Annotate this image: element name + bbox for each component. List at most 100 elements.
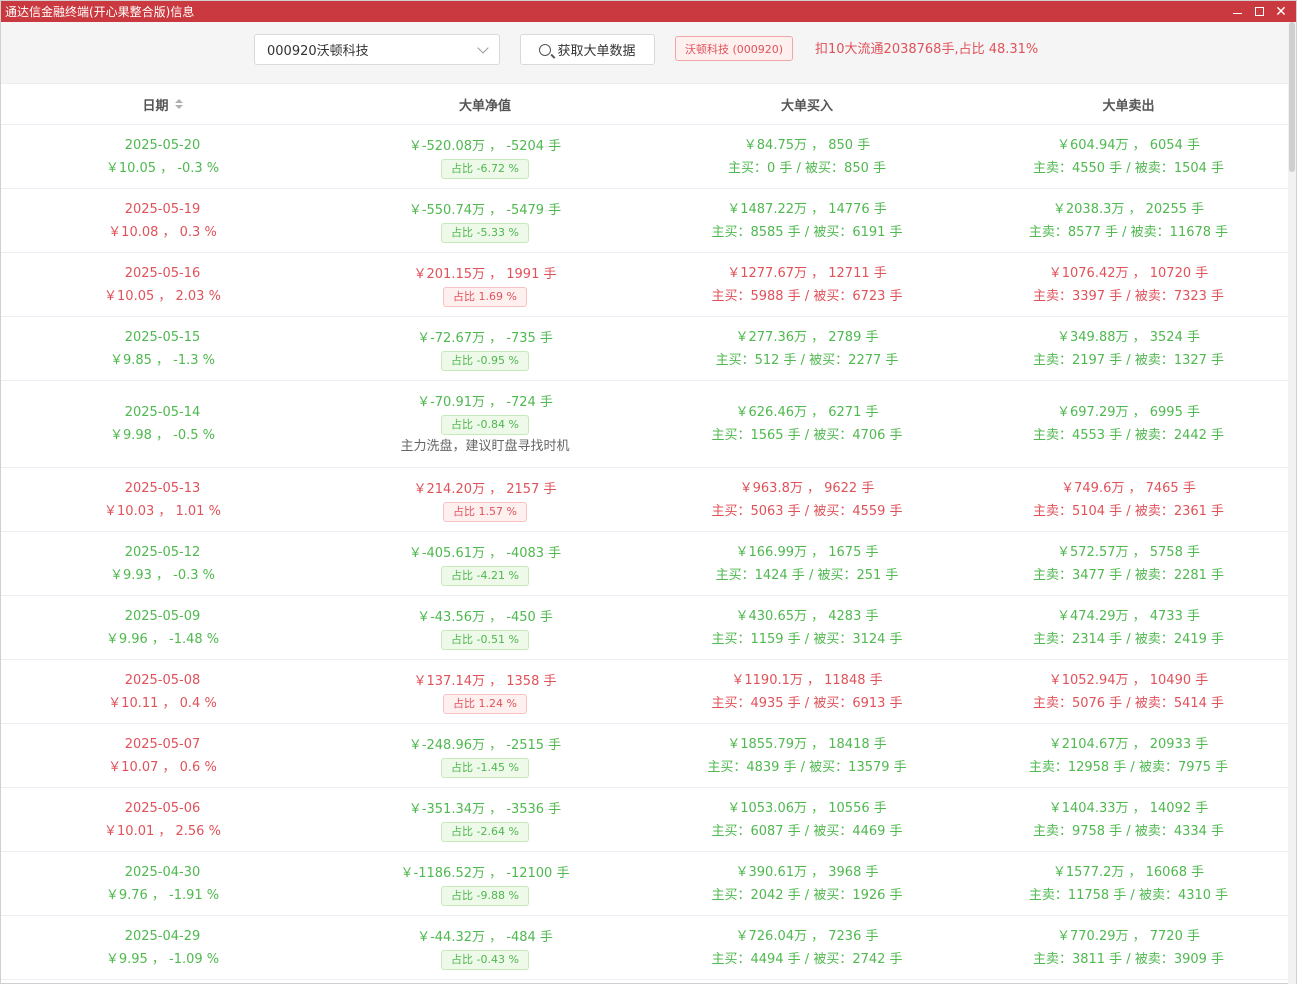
sell-breakdown: 主卖：5104 手 / 被卖：2361 手 — [1032, 503, 1225, 519]
sell-breakdown: 主卖：12958 手 / 被卖：7975 手 — [1028, 759, 1229, 775]
fetch-data-label: 获取大单数据 — [557, 44, 636, 59]
buy-amount: ￥1277.67万 ， 12711 手 — [727, 265, 887, 281]
table-row[interactable]: 2025-05-08 ￥10.11 ， 0.4 % ￥137.14万 ， 135… — [1, 660, 1289, 724]
stock-select[interactable]: 000920沃顿科技 — [254, 34, 500, 65]
sell-breakdown: 主卖：3811 手 / 被卖：3909 手 — [1032, 951, 1225, 967]
title-bar: 通达信金融终端(开心果整合版)信息 ✕ — [1, 1, 1296, 22]
sell-breakdown: 主卖：9758 手 / 被卖：4334 手 — [1032, 823, 1225, 839]
minimize-icon — [1232, 13, 1242, 14]
toolbar: 000920沃顿科技 获取大单数据 沃顿科技 (000920) 扣10大流通20… — [1, 22, 1296, 84]
sell-amount: ￥604.94万 ， 6054 手 — [1057, 137, 1200, 153]
buy-cell: ￥390.61万 ， 3968 手 主买：2042 手 / 被买：1926 手 — [646, 852, 968, 915]
net-amount: ￥201.15万 ， 1991 手 — [413, 266, 557, 282]
date-cell: 2025-04-29 ￥9.95 ， -1.09 % — [1, 916, 324, 979]
table-row[interactable]: 2025-04-29 ￥9.95 ， -1.09 % ￥-44.32万 ， -4… — [1, 916, 1289, 980]
net-cell: ￥137.14万 ， 1358 手 占比 1.24 % — [324, 660, 646, 723]
maximize-icon — [1254, 7, 1264, 16]
date-cell: 2025-05-09 ￥9.96 ， -1.48 % — [1, 596, 324, 659]
search-icon — [539, 43, 552, 56]
net-ratio-badge: 占比 -9.88 % — [441, 885, 529, 906]
row-price-change: ￥10.11 ， 0.4 % — [108, 695, 217, 711]
date-cell: 2025-05-14 ￥9.98 ， -0.5 % — [1, 381, 324, 467]
table-row[interactable]: 2025-05-20 ￥10.05 ， -0.3 % ￥-520.08万 ， -… — [1, 125, 1289, 189]
table-row[interactable]: 2025-05-15 ￥9.85 ， -1.3 % ￥-72.67万 ， -73… — [1, 317, 1289, 381]
buy-amount: ￥726.04万 ， 7236 手 — [735, 928, 879, 944]
net-amount: ￥-520.08万 ， -5204 手 — [408, 138, 562, 154]
table-row[interactable]: 2025-05-16 ￥10.05 ， 2.03 % ￥201.15万 ， 19… — [1, 253, 1289, 317]
table-row[interactable]: 2025-05-06 ￥10.01 ， 2.56 % ￥-351.34万 ， -… — [1, 788, 1289, 852]
table-row[interactable]: 2025-05-19 ￥10.08 ， 0.3 % ￥-550.74万 ， -5… — [1, 189, 1289, 253]
buy-breakdown: 主买：8585 手 / 被买：6191 手 — [711, 224, 903, 240]
sell-amount: ￥349.88万 ， 3524 手 — [1057, 329, 1200, 345]
net-cell: ￥-405.61万 ， -4083 手 占比 -4.21 % — [324, 532, 646, 595]
table-row[interactable]: 2025-05-12 ￥9.93 ， -0.3 % ￥-405.61万 ， -4… — [1, 532, 1289, 596]
buy-breakdown: 主买：4935 手 / 被买：6913 手 — [711, 695, 903, 711]
row-date: 2025-05-08 — [124, 672, 201, 688]
sort-icon[interactable] — [174, 99, 183, 109]
table-row[interactable]: 2025-05-09 ￥9.96 ， -1.48 % ￥-43.56万 ， -4… — [1, 596, 1289, 660]
column-header-net: 大单净值 — [458, 98, 511, 114]
net-ratio-badge: 占比 -6.72 % — [441, 158, 529, 179]
sell-amount: ￥572.57万 ， 5758 手 — [1057, 544, 1200, 560]
row-date: 2025-05-19 — [124, 201, 201, 217]
table-row[interactable]: 2025-05-14 ￥9.98 ， -0.5 % ￥-70.91万 ， -72… — [1, 381, 1289, 468]
table-row[interactable]: 2025-05-07 ￥10.07 ， 0.6 % ￥-248.96万 ， -2… — [1, 724, 1289, 788]
stock-select-value: 000920沃顿科技 — [267, 44, 369, 59]
net-cell: ￥-43.56万 ， -450 手 占比 -0.51 % — [324, 596, 646, 659]
buy-breakdown: 主买：1159 手 / 被买：3124 手 — [711, 631, 903, 647]
sell-amount: ￥1076.42万 ， 10720 手 — [1048, 265, 1209, 281]
net-amount: ￥-1186.52万 ， -12100 手 — [400, 865, 570, 881]
big-order-table: 日期 大单净值 大单买入 大单卖出 2025-05-20 ￥10.05 ， -0… — [1, 84, 1289, 984]
close-button[interactable]: ✕ — [1270, 1, 1292, 22]
sell-cell: ￥1052.94万 ， 10490 手 主卖：5076 手 / 被卖：5414 … — [968, 660, 1289, 723]
sell-breakdown: 主卖：3397 手 / 被卖：7323 手 — [1032, 288, 1225, 304]
buy-cell: ￥626.46万 ， 6271 手 主买：1565 手 / 被买：4706 手 — [646, 381, 968, 467]
row-price-change: ￥10.05 ， 2.03 % — [104, 288, 221, 304]
date-cell: 2025-05-13 ￥10.03 ， 1.01 % — [1, 468, 324, 531]
sell-amount: ￥2038.3万 ， 20255 手 — [1052, 201, 1205, 217]
fetch-data-button[interactable]: 获取大单数据 — [520, 34, 655, 65]
advice-note: 主力洗盘，建议盯盘寻找时机 — [400, 438, 570, 454]
net-cell: ￥-72.67万 ， -735 手 占比 -0.95 % — [324, 317, 646, 380]
buy-cell: ￥963.8万 ， 9622 手 主买：5063 手 / 被买：4559 手 — [646, 468, 968, 531]
table-row[interactable]: 2025-04-30 ￥9.76 ， -1.91 % ￥-1186.52万 ， … — [1, 852, 1289, 916]
vertical-scrollbar[interactable] — [1288, 22, 1296, 984]
row-date: 2025-05-06 — [124, 800, 201, 816]
net-cell: ￥-44.32万 ， -484 手 占比 -0.43 % — [324, 916, 646, 979]
date-cell: 2025-05-12 ￥9.93 ， -0.3 % — [1, 532, 324, 595]
net-cell: ￥214.20万 ， 2157 手 占比 1.57 % — [324, 468, 646, 531]
net-ratio-badge: 占比 -4.21 % — [441, 565, 529, 586]
buy-cell: ￥430.65万 ， 4283 手 主买：1159 手 / 被买：3124 手 — [646, 596, 968, 659]
sell-cell: ￥1076.42万 ， 10720 手 主卖：3397 手 / 被卖：7323 … — [968, 253, 1289, 316]
net-amount: ￥-550.74万 ， -5479 手 — [408, 202, 562, 218]
sell-breakdown: 主卖：3477 手 / 被卖：2281 手 — [1032, 567, 1225, 583]
buy-cell: ￥1277.67万 ， 12711 手 主买：5988 手 / 被买：6723 … — [646, 253, 968, 316]
net-cell: ￥-1186.52万 ， -12100 手 占比 -9.88 % — [324, 852, 646, 915]
sell-cell: ￥2038.3万 ， 20255 手 主卖：8577 手 / 被卖：11678 … — [968, 189, 1289, 252]
row-date: 2025-04-30 — [124, 864, 201, 880]
table-row[interactable]: 2025-05-13 ￥10.03 ， 1.01 % ￥214.20万 ， 21… — [1, 468, 1289, 532]
buy-amount: ￥1487.22万 ， 14776 手 — [727, 201, 887, 217]
buy-amount: ￥1855.79万 ， 18418 手 — [727, 736, 887, 752]
chevron-down-icon — [477, 42, 489, 54]
net-amount: ￥-43.56万 ， -450 手 — [417, 609, 553, 625]
buy-amount: ￥166.99万 ， 1675 手 — [735, 544, 879, 560]
date-cell: 2025-05-15 ￥9.85 ， -1.3 % — [1, 317, 324, 380]
buy-breakdown: 主买：2042 手 / 被买：1926 手 — [711, 887, 903, 903]
scrollbar-thumb[interactable] — [1289, 22, 1295, 172]
sell-cell: ￥604.94万 ， 6054 手 主卖：4550 手 / 被卖：1504 手 — [968, 125, 1289, 188]
date-cell: 2025-05-08 ￥10.11 ， 0.4 % — [1, 660, 324, 723]
minimize-button[interactable] — [1226, 1, 1248, 22]
net-ratio-badge: 占比 1.57 % — [443, 501, 527, 522]
row-price-change: ￥10.08 ， 0.3 % — [108, 224, 217, 240]
date-cell: 2025-05-20 ￥10.05 ， -0.3 % — [1, 125, 324, 188]
maximize-button[interactable] — [1248, 1, 1270, 22]
row-price-change: ￥9.96 ， -1.48 % — [105, 631, 220, 647]
sell-cell: ￥474.29万 ， 4733 手 主卖：2314 手 / 被卖：2419 手 — [968, 596, 1289, 659]
column-header-date[interactable]: 日期 — [1, 84, 324, 124]
buy-breakdown: 主买：1424 手 / 被买：251 手 — [715, 567, 899, 583]
net-cell: ￥-70.91万 ， -724 手 占比 -0.84 % 主力洗盘，建议盯盘寻找… — [324, 381, 646, 467]
window-controls: ✕ — [1226, 1, 1292, 22]
net-ratio-badge: 占比 -0.43 % — [441, 949, 529, 970]
sell-breakdown: 主卖：11758 手 / 被卖：4310 手 — [1028, 887, 1229, 903]
